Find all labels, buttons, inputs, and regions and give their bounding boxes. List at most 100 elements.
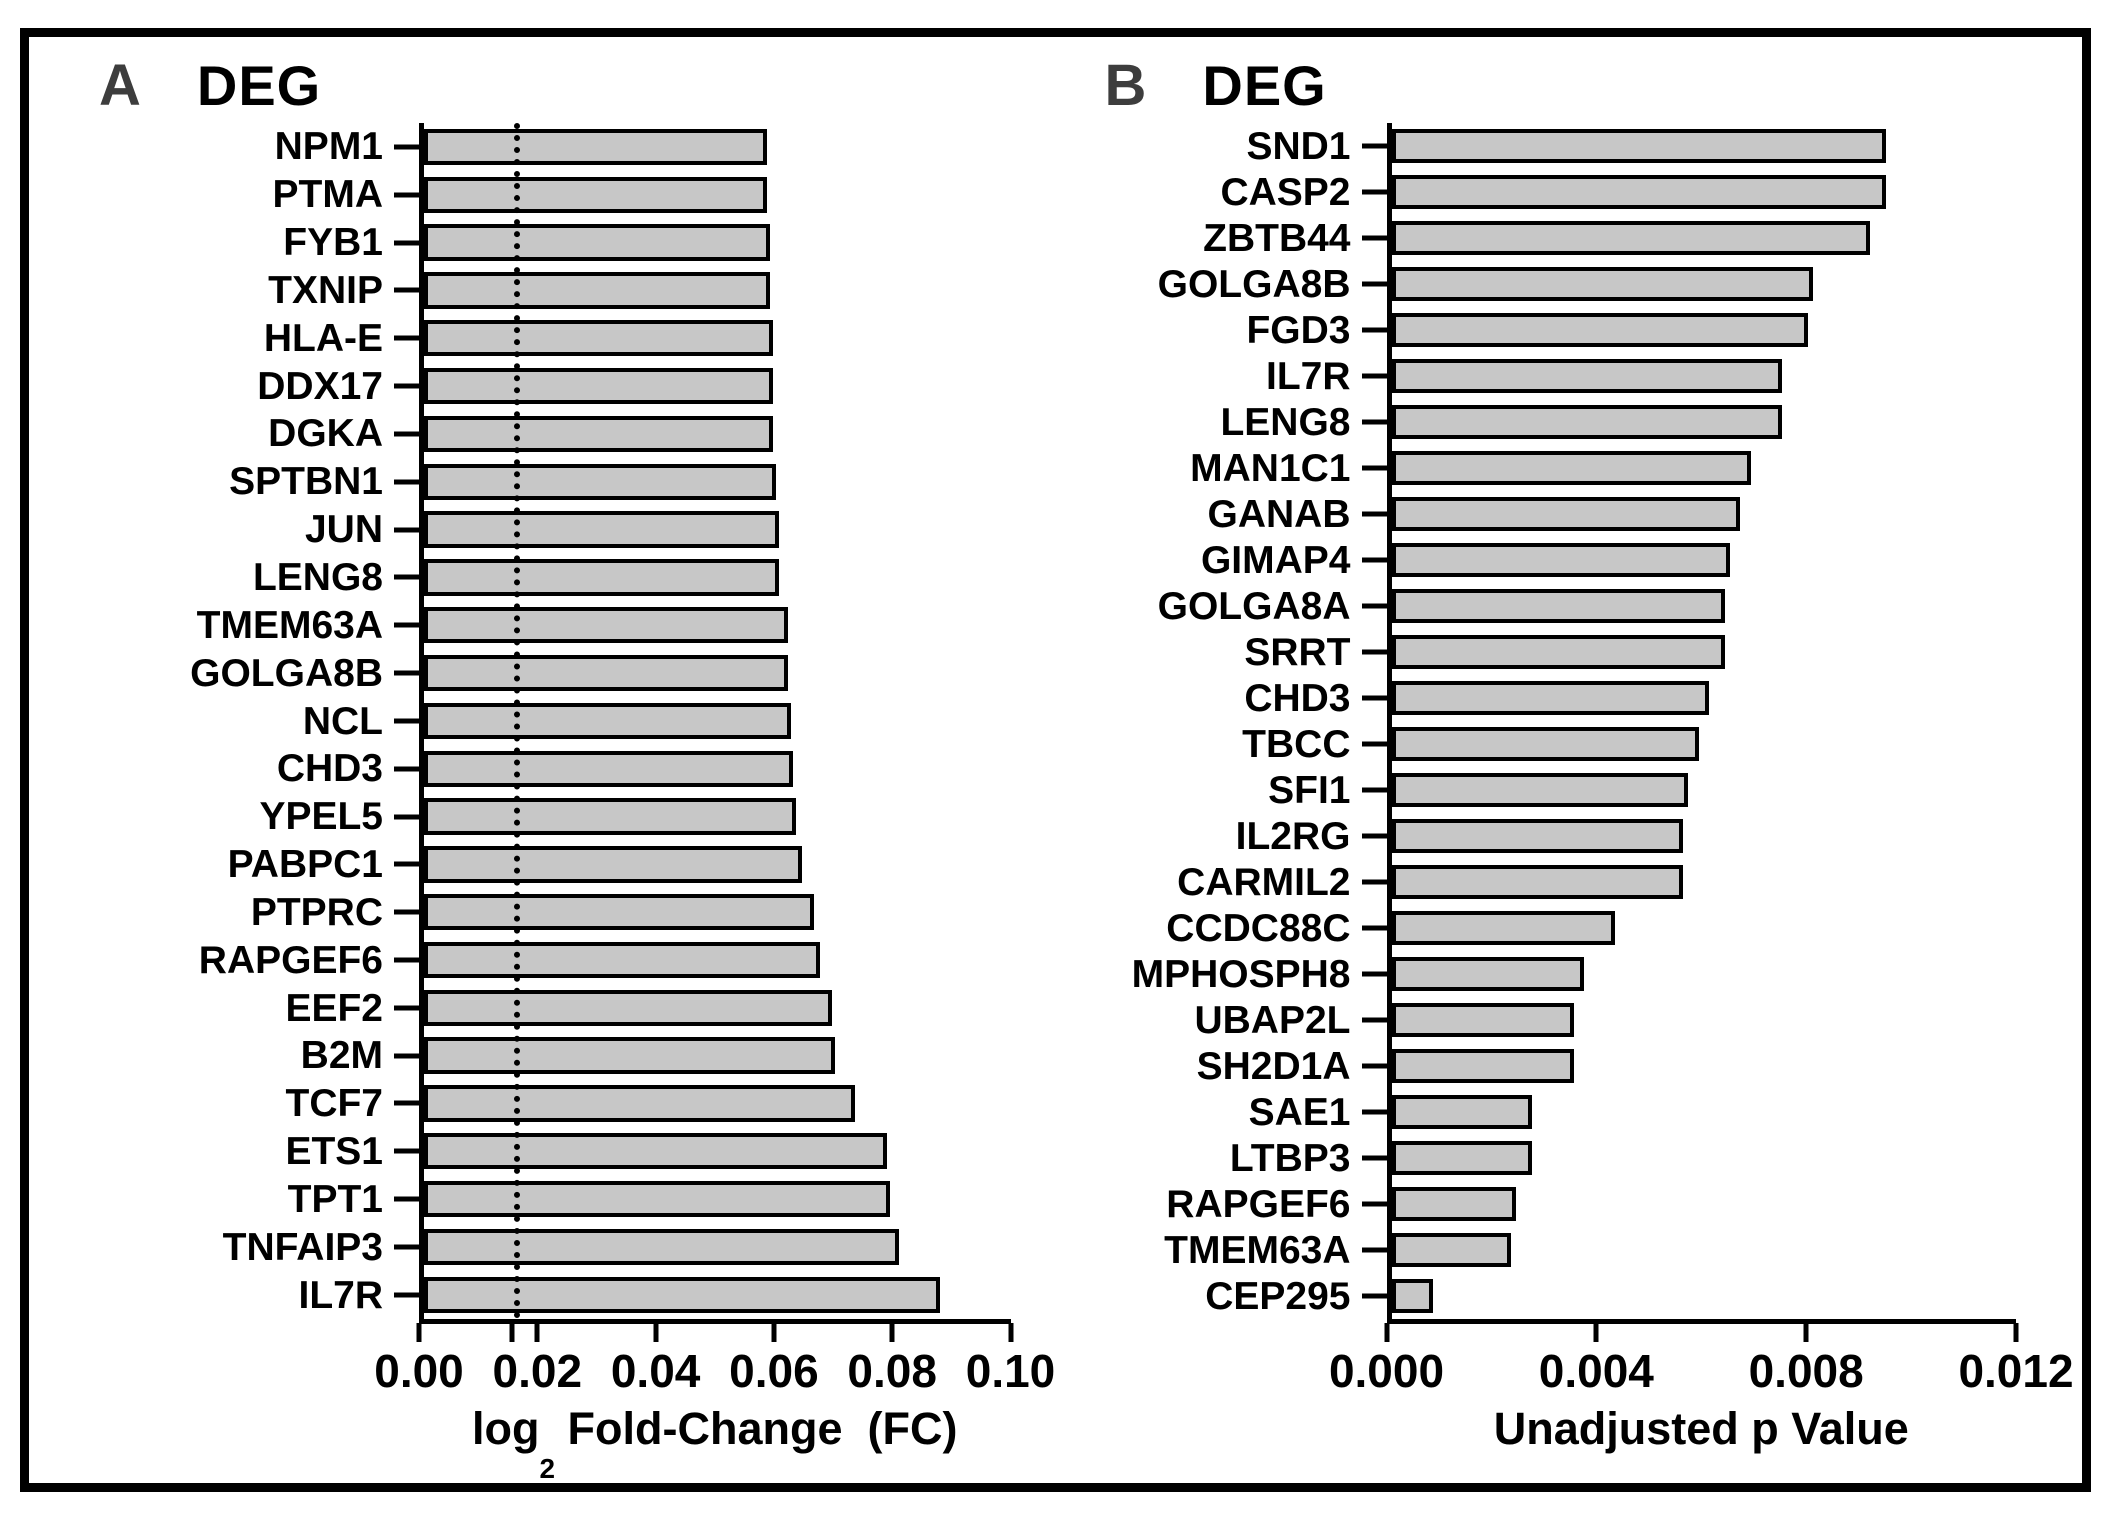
bar-SRRT bbox=[1391, 634, 1725, 670]
x-axis-title-b: Unadjusted p Value bbox=[1493, 1403, 1909, 1454]
bar-SAE1 bbox=[1391, 1094, 1532, 1130]
bar-row-JUN bbox=[394, 506, 1011, 554]
y-tick bbox=[1361, 833, 1392, 839]
bar-row-IL2RG bbox=[1361, 813, 2017, 859]
gene-label-UBAP2L: UBAP2L bbox=[1194, 998, 1351, 1042]
x-tick-label: 0.004 bbox=[1538, 1345, 1654, 1397]
gene-label-MAN1C1: MAN1C1 bbox=[1190, 446, 1351, 490]
gene-label-GOLGA8B: GOLGA8B bbox=[1157, 262, 1351, 306]
bar-ZBTB44 bbox=[1391, 220, 1871, 256]
bar-row-CASP2 bbox=[1361, 169, 2017, 215]
gene-labels-b: SND1 CASP2 ZBTB44 GOLGA8B FGD3 IL7R LENG8 MAN1C… bbox=[1037, 123, 1387, 1319]
bar-TPT1 bbox=[424, 1180, 891, 1218]
plot-a bbox=[394, 123, 1011, 1319]
y-tick bbox=[394, 957, 424, 963]
gene-label-SH2D1A: SH2D1A bbox=[1196, 1044, 1351, 1088]
gene-label-CCDC88C: CCDC88C bbox=[1166, 906, 1351, 950]
gene-label-SRRT: SRRT bbox=[1244, 630, 1351, 674]
panel-letter-a: A bbox=[99, 53, 141, 118]
y-tick bbox=[1361, 373, 1392, 379]
bar-row-SH2D1A bbox=[1361, 1043, 2017, 1089]
bar-CEP295 bbox=[1391, 1278, 1434, 1314]
bar-row-SPTBN1 bbox=[394, 458, 1011, 506]
gene-label-LENG8: LENG8 bbox=[1220, 400, 1351, 444]
y-tick bbox=[1361, 235, 1392, 241]
bar-LENG8 bbox=[1391, 404, 1782, 440]
xlabel-sub-2: 2 bbox=[539, 1453, 556, 1485]
x-tick bbox=[509, 1323, 515, 1342]
bar-GOLGA8B bbox=[424, 654, 788, 692]
y-tick bbox=[394, 144, 424, 150]
y-tick bbox=[394, 335, 424, 341]
gene-label-CHD3: CHD3 bbox=[1244, 676, 1351, 720]
bar-row-CHD3 bbox=[1361, 675, 2017, 721]
bar-row-PTPRC bbox=[394, 888, 1011, 936]
bar-MPHOSPH8 bbox=[1391, 956, 1585, 992]
bar-row-GOLGA8A bbox=[1361, 583, 2017, 629]
bar-row-IL7R bbox=[1361, 353, 2017, 399]
y-tick bbox=[1361, 1109, 1392, 1115]
bar-row-PTMA bbox=[394, 171, 1011, 219]
bar-row-SRRT bbox=[1361, 629, 2017, 675]
y-tick bbox=[394, 287, 424, 293]
gene-label-FYB1: FYB1 bbox=[283, 221, 383, 265]
bar-SFI1 bbox=[1391, 772, 1689, 808]
bar-FGD3 bbox=[1391, 312, 1808, 348]
x-tick-label: 0.04 bbox=[610, 1345, 701, 1397]
y-tick bbox=[1361, 189, 1392, 195]
gene-label-TNFAIP3: TNFAIP3 bbox=[222, 1225, 383, 1269]
x-tick bbox=[771, 1323, 777, 1342]
x-axis-b: 0.000 0.004 0.008 0.012 bbox=[1329, 1319, 2074, 1403]
gene-label-IL7R: IL7R bbox=[298, 1273, 383, 1317]
figure-body: A DEG NPM1 PTMA FYB1 TXNIP HLA-E DDX17 DGKA SPT… bbox=[31, 41, 2080, 1485]
x-tick-label: 0.10 bbox=[965, 1345, 1056, 1397]
x-tick-label: 0.06 bbox=[729, 1345, 819, 1397]
y-tick bbox=[1361, 925, 1392, 931]
gene-label-SAE1: SAE1 bbox=[1248, 1090, 1351, 1134]
gene-label-GANAB: GANAB bbox=[1207, 492, 1351, 536]
y-tick bbox=[394, 766, 424, 772]
y-tick bbox=[1361, 511, 1392, 517]
xlabel-log: log bbox=[472, 1403, 540, 1454]
bar-row-LTBP3 bbox=[1361, 1135, 2017, 1181]
x-tick bbox=[416, 1323, 422, 1342]
bar-TCF7 bbox=[424, 1085, 856, 1122]
gene-label-DGKA: DGKA bbox=[268, 412, 383, 456]
bar-TXNIP bbox=[424, 272, 771, 309]
bar-row-DGKA bbox=[394, 410, 1011, 458]
bar-row-ZBTB44 bbox=[1361, 215, 2017, 261]
bar-row-TPT1 bbox=[394, 1175, 1011, 1223]
bar-row-ETS1 bbox=[394, 1127, 1011, 1175]
plot-b bbox=[1361, 123, 2017, 1319]
gene-label-RAPGEF6: RAPGEF6 bbox=[1166, 1182, 1351, 1226]
gene-label-SPTBN1: SPTBN1 bbox=[229, 460, 383, 504]
y-tick bbox=[394, 431, 424, 437]
bar-DGKA bbox=[424, 415, 773, 453]
bar-row-NPM1 bbox=[394, 123, 1011, 171]
bar-row-PABPC1 bbox=[394, 840, 1011, 888]
y-tick bbox=[394, 1053, 424, 1059]
y-tick bbox=[394, 814, 424, 819]
y-tick bbox=[394, 192, 424, 198]
bar-row-RAPGEF6 bbox=[1361, 1181, 2017, 1227]
x-tick bbox=[1384, 1323, 1389, 1342]
bar-TMEM63A bbox=[424, 607, 788, 644]
gene-label-NPM1: NPM1 bbox=[274, 125, 383, 169]
bar-row-SAE1 bbox=[1361, 1089, 2017, 1135]
y-tick bbox=[394, 574, 424, 580]
y-tick bbox=[1361, 1293, 1392, 1299]
gene-label-FGD3: FGD3 bbox=[1246, 308, 1351, 352]
y-tick bbox=[1361, 1063, 1392, 1069]
bar-row-TMEM63A bbox=[1361, 1227, 2017, 1273]
bar-row-FYB1 bbox=[394, 219, 1011, 267]
y-tick bbox=[394, 1148, 424, 1154]
y-tick bbox=[394, 670, 424, 676]
gene-label-IL2RG: IL2RG bbox=[1235, 814, 1351, 858]
gene-label-GOLGA8A: GOLGA8A bbox=[1157, 584, 1351, 628]
bar-PTPRC bbox=[424, 893, 815, 931]
bar-RAPGEF6 bbox=[424, 941, 820, 979]
bar-CHD3 bbox=[1391, 680, 1709, 716]
bar-row-MAN1C1 bbox=[1361, 445, 2017, 491]
gene-label-LENG8: LENG8 bbox=[252, 556, 383, 600]
bar-row-CARMIL2 bbox=[1361, 859, 2017, 905]
